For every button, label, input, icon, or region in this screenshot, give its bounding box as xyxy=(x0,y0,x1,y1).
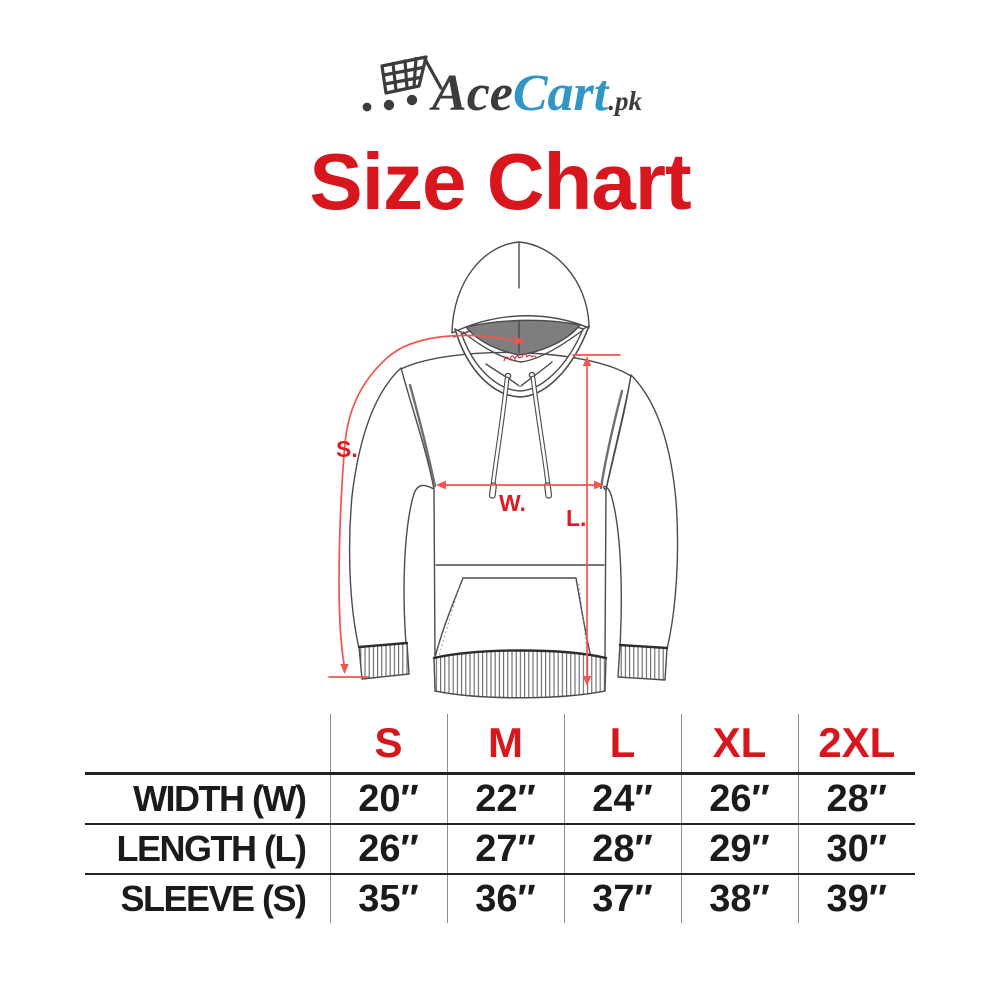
size-table-header-row: S M L XL 2XL xyxy=(85,714,915,775)
sleeve-value-m: 36″ xyxy=(446,874,564,923)
width-value-s: 20″ xyxy=(329,773,447,825)
hoodie-diagram: S. W. L. xyxy=(300,233,700,713)
width-value-m: 22″ xyxy=(446,773,564,825)
sleeve-value-xl: 38″ xyxy=(680,874,798,923)
left-raglan-seam xyxy=(408,383,437,488)
row-label-width: WIDTH (W) xyxy=(85,773,330,825)
row-label-length: LENGTH (L) xyxy=(85,824,330,875)
logo-domain: .pk xyxy=(608,86,642,116)
width-value-l: 24″ xyxy=(563,773,681,825)
table-row-width: WIDTH (W) 20″ 22″ 24″ 26″ 28″ xyxy=(85,773,915,825)
measure-sleeve: S. xyxy=(328,334,525,678)
row-label-sleeve: SLEEVE (S) xyxy=(120,878,307,919)
size-table: S M L XL 2XL WIDTH (W) 20″ 22″ 24″ 26″ 2… xyxy=(85,714,915,923)
size-column-header-2xl: 2XL xyxy=(797,714,915,775)
size-column-header-s: S xyxy=(329,714,447,775)
hem-ribbing xyxy=(432,649,608,699)
collar xyxy=(454,325,590,398)
hoodie-drawing: S. W. L. xyxy=(328,241,679,699)
length-label: L. xyxy=(566,505,586,531)
drawstrings xyxy=(488,371,553,499)
logo-ace: Ace xyxy=(432,65,513,122)
width-value-xl: 26″ xyxy=(680,773,798,825)
measure-length: L. xyxy=(566,354,621,686)
sleeve-value-2xl: 39″ xyxy=(797,874,915,923)
sleeve-label: S. xyxy=(336,436,358,462)
logo-cart: Cart xyxy=(512,65,609,122)
left-cuff xyxy=(357,641,410,680)
size-column-header-l: L xyxy=(563,714,681,775)
right-raglan-seam xyxy=(599,389,624,490)
left-sleeve xyxy=(348,367,435,649)
width-value-2xl: 28″ xyxy=(797,773,915,825)
size-column-header-m: M xyxy=(446,714,564,775)
logo-text: AceCart.pk xyxy=(432,68,642,120)
length-value-s: 26″ xyxy=(329,824,447,875)
aglet-left xyxy=(488,482,497,499)
length-value-xl: 29″ xyxy=(680,824,798,875)
length-value-m: 27″ xyxy=(446,824,564,875)
collar-signature-mark xyxy=(503,353,537,362)
right-sleeve xyxy=(603,374,679,650)
size-column-header-xl: XL xyxy=(680,714,798,775)
page-title: Size Chart xyxy=(309,137,691,226)
table-row-length: LENGTH (L) 26″ 27″ 28″ 29″ 30″ xyxy=(85,824,915,875)
table-row-sleeve: SLEEVE (S) 35″ 36″ 37″ 38″ 39″ xyxy=(85,874,915,923)
sleeve-value-s: 35″ xyxy=(329,874,447,923)
width-label: W. xyxy=(499,490,526,516)
cart-icon xyxy=(362,55,443,112)
sleeve-value-l: 37″ xyxy=(563,874,681,923)
logo: AceCart.pk xyxy=(0,40,1000,120)
length-value-l: 28″ xyxy=(563,824,681,875)
measure-width: W. xyxy=(436,480,604,516)
right-cuff xyxy=(617,643,669,681)
aglet-right xyxy=(544,482,553,499)
corner-cell xyxy=(85,714,330,775)
hood-lining xyxy=(462,319,584,387)
length-value-2xl: 30″ xyxy=(797,824,915,875)
